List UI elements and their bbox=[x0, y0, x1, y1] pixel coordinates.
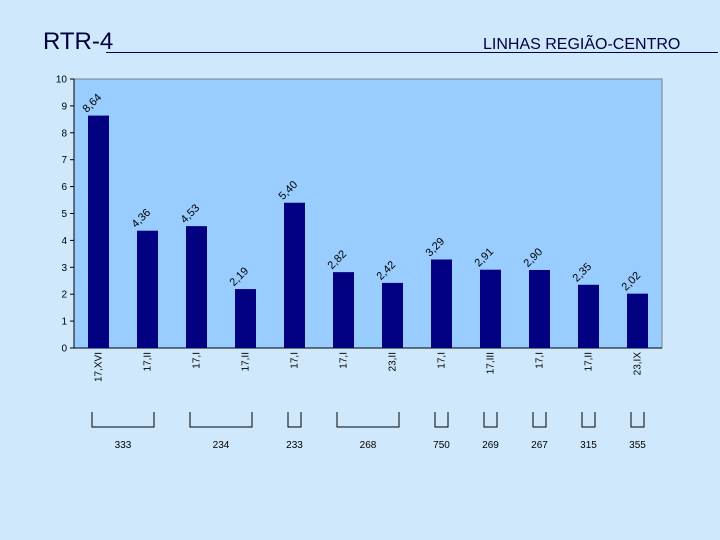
category-label: 17,I bbox=[535, 352, 546, 369]
bar bbox=[529, 269, 550, 348]
group-label: 355 bbox=[629, 440, 646, 451]
category-label: 23,IX bbox=[633, 352, 644, 376]
group-bracket: 355 bbox=[629, 412, 646, 451]
bar bbox=[382, 282, 403, 348]
group-label: 267 bbox=[531, 440, 548, 451]
bar bbox=[137, 230, 158, 348]
x-axis-labels: 17,XVI 17,II 17,I 17,II 17,I 17,I 23,II 17,I 17,… bbox=[94, 352, 644, 382]
category-label: 17,I bbox=[339, 352, 350, 369]
category-label: 17,II bbox=[241, 352, 252, 371]
y-tick-label: 1 bbox=[61, 317, 67, 328]
plot-area bbox=[73, 78, 663, 349]
bar bbox=[333, 272, 354, 348]
y-tick-label: 8 bbox=[61, 128, 67, 139]
bar bbox=[88, 115, 109, 348]
group-bracket: 333 bbox=[91, 412, 155, 451]
y-tick-label: 9 bbox=[61, 101, 67, 112]
group-label: 234 bbox=[213, 440, 230, 451]
group-label: 233 bbox=[286, 440, 303, 451]
y-tick-label: 5 bbox=[61, 209, 67, 220]
bar bbox=[186, 226, 207, 348]
bar bbox=[480, 269, 501, 348]
group-bracket-line bbox=[581, 412, 596, 428]
group-bracket-line bbox=[434, 412, 449, 428]
bars bbox=[88, 115, 648, 348]
bar bbox=[284, 202, 305, 348]
bar bbox=[235, 289, 256, 348]
category-label: 17,XVI bbox=[94, 352, 105, 382]
y-tick-label: 0 bbox=[61, 344, 67, 355]
group-bracket: 233 bbox=[286, 412, 303, 451]
group-bracket-line bbox=[483, 412, 498, 428]
group-label: 315 bbox=[580, 440, 597, 451]
group-brackets: 333 234 233 268 750 269 267 315 355 bbox=[91, 412, 646, 451]
group-bracket: 267 bbox=[531, 412, 548, 451]
group-bracket: 269 bbox=[482, 412, 499, 451]
category-label: 17,II bbox=[143, 352, 154, 371]
y-tick-label: 3 bbox=[61, 263, 67, 274]
category-label: 17,II bbox=[584, 352, 595, 371]
bar bbox=[578, 284, 599, 348]
category-label: 23,II bbox=[388, 352, 399, 371]
group-bracket-line bbox=[630, 412, 645, 428]
category-label: 17,I bbox=[290, 352, 301, 369]
bar bbox=[627, 293, 648, 348]
group-bracket: 268 bbox=[336, 412, 400, 451]
group-bracket-line bbox=[189, 412, 253, 428]
category-label: 17,I bbox=[192, 352, 203, 369]
bar bbox=[431, 259, 452, 348]
group-bracket-line bbox=[287, 412, 302, 428]
y-tick-label: 10 bbox=[56, 75, 68, 86]
group-label: 750 bbox=[433, 440, 450, 451]
group-bracket: 750 bbox=[433, 412, 450, 451]
y-tick-label: 2 bbox=[61, 290, 67, 301]
category-label: 17,I bbox=[437, 352, 448, 369]
group-label: 333 bbox=[115, 440, 132, 451]
category-label: 17,III bbox=[486, 352, 497, 374]
y-axis: 0 1 2 3 4 5 6 7 8 9 10 bbox=[56, 75, 662, 355]
group-bracket: 315 bbox=[580, 412, 597, 451]
y-tick-label: 7 bbox=[61, 155, 67, 166]
group-bracket: 234 bbox=[189, 412, 253, 451]
y-tick-label: 4 bbox=[61, 236, 67, 247]
group-label: 269 bbox=[482, 440, 499, 451]
group-bracket-line bbox=[91, 412, 155, 428]
group-label: 268 bbox=[360, 440, 377, 451]
group-bracket-line bbox=[336, 412, 400, 428]
y-tick-label: 6 bbox=[61, 182, 67, 193]
group-bracket-line bbox=[532, 412, 547, 428]
page-title: RTR-4 bbox=[43, 28, 114, 55]
chart-subtitle: LINHAS REGIÃO-CENTRO bbox=[483, 36, 681, 53]
title-underline bbox=[106, 52, 718, 53]
